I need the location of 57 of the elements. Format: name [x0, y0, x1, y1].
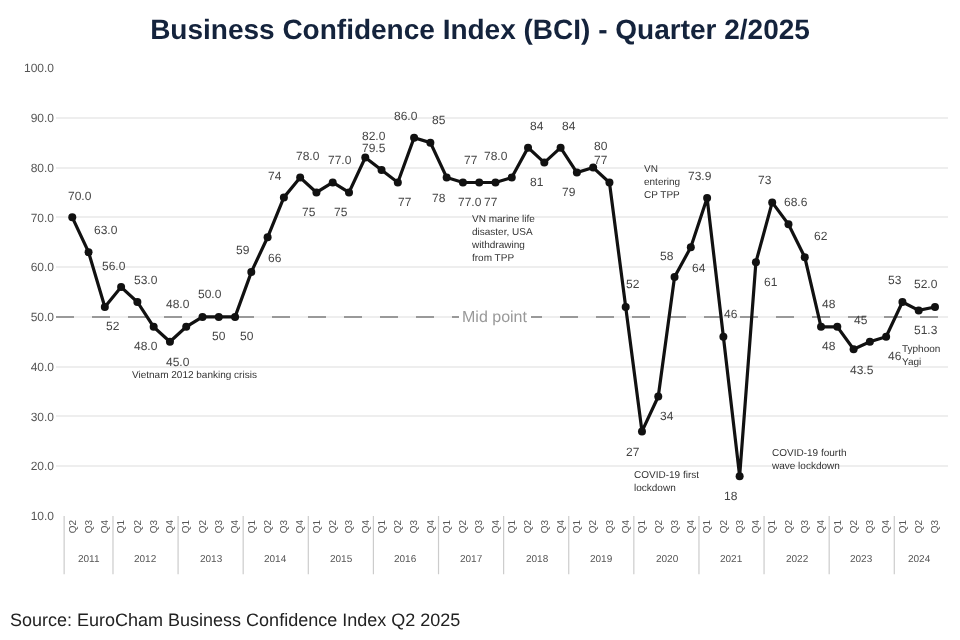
point	[817, 322, 826, 331]
point	[914, 306, 923, 315]
point	[263, 233, 272, 242]
point	[865, 337, 874, 346]
point	[149, 322, 158, 331]
point	[930, 302, 939, 311]
point	[670, 273, 679, 282]
point	[654, 392, 663, 401]
point	[833, 322, 842, 331]
point	[768, 198, 777, 207]
point	[345, 188, 353, 197]
point	[703, 193, 712, 202]
point	[507, 173, 516, 182]
point	[328, 178, 337, 187]
point	[426, 138, 435, 147]
point	[231, 312, 240, 321]
point	[556, 143, 565, 152]
point	[247, 268, 256, 277]
point	[442, 173, 451, 182]
point	[393, 178, 402, 187]
point	[621, 302, 630, 311]
point	[361, 153, 370, 162]
point	[882, 332, 891, 341]
point	[312, 188, 321, 197]
point	[165, 337, 174, 346]
point	[214, 312, 223, 321]
point	[117, 283, 126, 292]
point	[800, 253, 809, 262]
point	[719, 332, 728, 341]
point	[524, 143, 533, 152]
point	[296, 173, 305, 182]
point	[68, 213, 77, 222]
ref-line-label: Mid point	[462, 308, 529, 326]
point	[540, 158, 549, 167]
point	[589, 163, 598, 172]
point	[377, 166, 386, 175]
point	[279, 193, 288, 202]
point	[686, 243, 695, 252]
point	[898, 297, 907, 306]
point	[751, 258, 760, 267]
point	[133, 297, 142, 306]
source-note: Source: EuroCham Business Confidence Index Q2 2025	[10, 610, 461, 630]
point	[849, 345, 858, 354]
point	[637, 427, 646, 436]
chart-title: Business Confidence Index (BCI) - Quarter 2/2025	[150, 12, 811, 45]
point	[84, 248, 93, 257]
point	[182, 322, 191, 331]
point	[605, 178, 614, 187]
point	[784, 220, 793, 229]
point	[100, 302, 109, 311]
point	[458, 178, 467, 187]
point	[491, 178, 500, 187]
point	[410, 133, 419, 142]
point	[572, 168, 581, 177]
point	[735, 472, 744, 481]
point	[198, 312, 207, 321]
point	[475, 178, 484, 187]
